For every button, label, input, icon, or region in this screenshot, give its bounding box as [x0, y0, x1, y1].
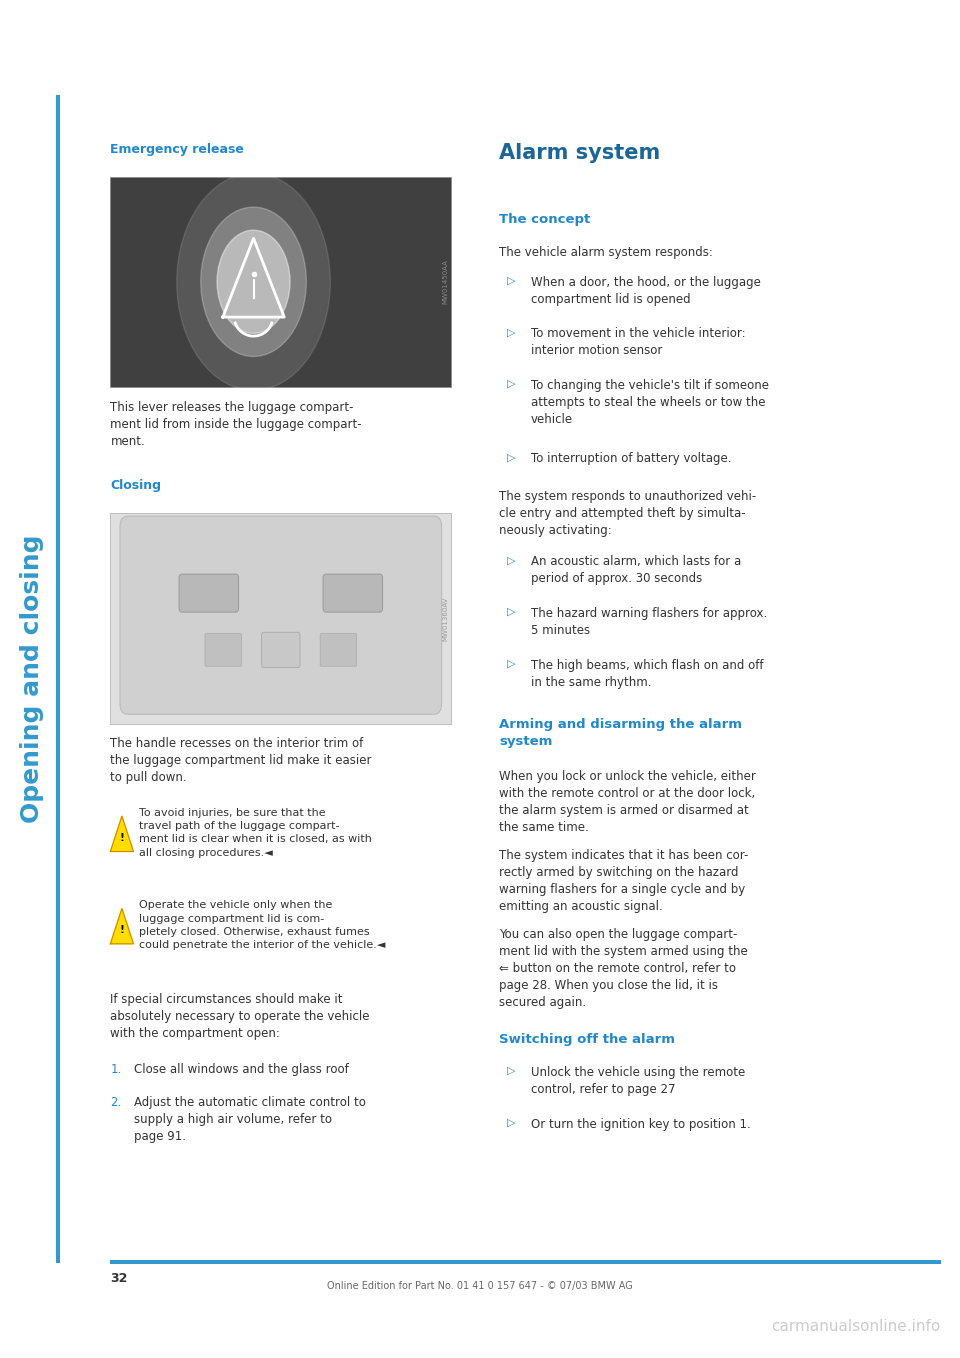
Text: ▷: ▷: [507, 1066, 516, 1076]
Text: ▷: ▷: [507, 327, 516, 337]
Polygon shape: [110, 816, 133, 851]
Text: When a door, the hood, or the luggage
compartment lid is opened: When a door, the hood, or the luggage co…: [531, 276, 760, 306]
Text: The concept: The concept: [499, 213, 590, 227]
Text: Closing: Closing: [110, 479, 161, 493]
Text: ▷: ▷: [507, 452, 516, 462]
FancyBboxPatch shape: [110, 177, 451, 387]
Text: Opening and closing: Opening and closing: [19, 535, 44, 823]
Text: !: !: [119, 832, 125, 843]
Text: ▷: ▷: [507, 555, 516, 565]
Text: 1.: 1.: [110, 1063, 122, 1077]
Text: ▷: ▷: [507, 659, 516, 668]
Text: Operate the vehicle only when the
luggage compartment lid is com-
pletely closed: Operate the vehicle only when the luggag…: [139, 900, 386, 951]
Text: When you lock or unlock the vehicle, either
with the remote control or at the do: When you lock or unlock the vehicle, eit…: [499, 770, 756, 834]
Text: To avoid injuries, be sure that the
travel path of the luggage compart-
ment lid: To avoid injuries, be sure that the trav…: [139, 808, 372, 858]
Text: Online Edition for Part No. 01 41 0 157 647 - © 07/03 BMW AG: Online Edition for Part No. 01 41 0 157 …: [327, 1281, 633, 1290]
FancyBboxPatch shape: [110, 513, 451, 724]
FancyBboxPatch shape: [110, 1260, 941, 1264]
Text: 2.: 2.: [110, 1096, 122, 1109]
Text: Emergency release: Emergency release: [110, 143, 244, 156]
Polygon shape: [110, 909, 133, 944]
Text: Or turn the ignition key to position 1.: Or turn the ignition key to position 1.: [531, 1118, 751, 1131]
Text: MW01360AV: MW01360AV: [443, 596, 448, 641]
FancyBboxPatch shape: [179, 574, 238, 612]
Text: ▷: ▷: [507, 379, 516, 388]
Text: carmanualsonline.info: carmanualsonline.info: [772, 1319, 941, 1334]
Text: Alarm system: Alarm system: [499, 143, 660, 163]
FancyBboxPatch shape: [261, 633, 300, 668]
Text: The system responds to unauthorized vehi-
cle entry and attempted theft by simul: The system responds to unauthorized vehi…: [499, 490, 756, 538]
FancyBboxPatch shape: [120, 516, 442, 714]
Text: ▷: ▷: [507, 607, 516, 617]
Text: Close all windows and the glass roof: Close all windows and the glass roof: [134, 1063, 349, 1077]
Text: MW01450AA: MW01450AA: [443, 259, 448, 304]
Text: This lever releases the luggage compart-
ment lid from inside the luggage compar: This lever releases the luggage compart-…: [110, 401, 362, 448]
Text: To interruption of battery voltage.: To interruption of battery voltage.: [531, 452, 732, 466]
FancyBboxPatch shape: [320, 634, 356, 667]
Text: The handle recesses on the interior trim of
the luggage compartment lid make it : The handle recesses on the interior trim…: [110, 737, 372, 785]
Text: An acoustic alarm, which lasts for a
period of approx. 30 seconds: An acoustic alarm, which lasts for a per…: [531, 555, 741, 585]
Text: !: !: [119, 925, 125, 936]
Text: Adjust the automatic climate control to
supply a high air volume, refer to
page : Adjust the automatic climate control to …: [134, 1096, 367, 1143]
Text: To changing the vehicle's tilt if someone
attempts to steal the wheels or tow th: To changing the vehicle's tilt if someon…: [531, 379, 769, 426]
Text: The vehicle alarm system responds:: The vehicle alarm system responds:: [499, 246, 713, 259]
Text: ▷: ▷: [507, 1118, 516, 1127]
Text: 32: 32: [110, 1272, 128, 1286]
FancyBboxPatch shape: [205, 634, 242, 667]
Text: If special circumstances should make it
absolutely necessary to operate the vehi: If special circumstances should make it …: [110, 993, 370, 1040]
Text: The hazard warning flashers for approx.
5 minutes: The hazard warning flashers for approx. …: [531, 607, 767, 637]
Text: To movement in the vehicle interior:
interior motion sensor: To movement in the vehicle interior: int…: [531, 327, 746, 357]
Text: The system indicates that it has been cor-
rectly armed by switching on the haza: The system indicates that it has been co…: [499, 849, 749, 913]
Text: Arming and disarming the alarm
system: Arming and disarming the alarm system: [499, 718, 742, 748]
Circle shape: [201, 208, 306, 357]
Text: ▷: ▷: [507, 276, 516, 285]
Text: The high beams, which flash on and off
in the same rhythm.: The high beams, which flash on and off i…: [531, 659, 763, 689]
Text: You can also open the luggage compart-
ment lid with the system armed using the
: You can also open the luggage compart- m…: [499, 928, 748, 1009]
Circle shape: [177, 174, 330, 391]
Circle shape: [217, 231, 290, 334]
Text: Unlock the vehicle using the remote
control, refer to page 27: Unlock the vehicle using the remote cont…: [531, 1066, 745, 1096]
Text: Switching off the alarm: Switching off the alarm: [499, 1033, 675, 1047]
FancyBboxPatch shape: [56, 95, 60, 1263]
FancyBboxPatch shape: [323, 574, 382, 612]
